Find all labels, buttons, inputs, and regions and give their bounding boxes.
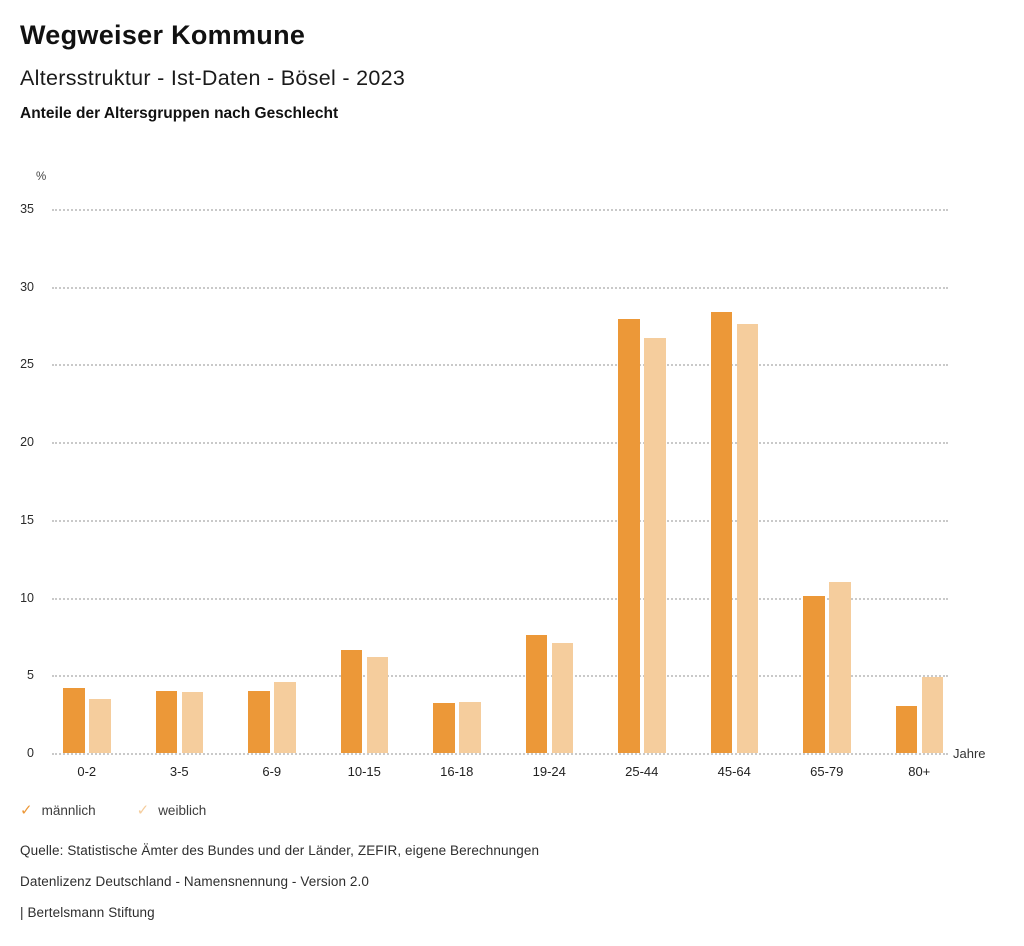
legend-item-weiblich[interactable]: ✓ weiblich xyxy=(137,803,207,818)
chart-section-title: Anteile der Altersgruppen nach Geschlech… xyxy=(20,105,339,122)
y-tick-label-30: 30 xyxy=(20,279,34,294)
y-tick-label-0: 0 xyxy=(27,746,34,760)
x-tick-label-65-79: 65-79 xyxy=(810,764,844,779)
bar-maennlich-6-9[interactable] xyxy=(248,690,270,753)
bar-maennlich-0-2[interactable] xyxy=(63,687,85,753)
x-tick-label-80+: 80+ xyxy=(908,764,931,779)
chart-legend: ✓ männlich ✓ weiblich xyxy=(20,803,206,818)
gridline-30 xyxy=(52,286,948,289)
bar-maennlich-25-44[interactable] xyxy=(618,319,640,753)
bar-weiblich-3-5[interactable] xyxy=(181,692,203,753)
check-icon: ✓ xyxy=(20,802,33,819)
bar-maennlich-10-15[interactable] xyxy=(340,650,362,753)
bar-weiblich-65-79[interactable] xyxy=(829,582,851,753)
bar-maennlich-3-5[interactable] xyxy=(155,690,177,753)
x-axis: 0-2 3-5 6-9 10-15 16-18 19-24 25-44 45-64 65-79 8… xyxy=(52,764,948,784)
legend-item-maennlich[interactable]: ✓ männlich xyxy=(20,803,96,818)
check-icon: ✓ xyxy=(136,802,150,819)
gridline-5 xyxy=(52,675,948,678)
bar-weiblich-19-24[interactable] xyxy=(551,642,573,753)
bar-weiblich-25-44[interactable] xyxy=(644,338,666,753)
bar-weiblich-16-18[interactable] xyxy=(459,701,481,753)
x-tick-label-3-5: 3-5 xyxy=(169,764,189,779)
bar-weiblich-80+[interactable] xyxy=(921,676,943,753)
x-tick-label-0-2: 0-2 xyxy=(77,764,97,779)
x-tick-label-45-64: 45-64 xyxy=(717,764,751,779)
gridline-20 xyxy=(52,442,948,445)
gridline-35 xyxy=(52,209,948,211)
x-axis-unit-label: Jahre xyxy=(953,746,986,761)
bar-weiblich-0-2[interactable] xyxy=(89,698,111,753)
license-text: Datenlizenz Deutschland - Namensnennung … xyxy=(20,874,370,889)
y-tick-label-35: 35 xyxy=(20,202,34,216)
y-tick-label-25: 25 xyxy=(20,357,34,372)
gridline-0 xyxy=(52,753,948,755)
attribution-text: | Bertelsmann Stiftung xyxy=(20,905,155,920)
bar-maennlich-65-79[interactable] xyxy=(803,596,825,753)
plot-area xyxy=(52,209,948,755)
chart-subtitle: Altersstruktur - Ist-Daten - Bösel - 202… xyxy=(20,66,406,90)
bar-weiblich-45-64[interactable] xyxy=(736,324,758,753)
y-tick-label-10: 10 xyxy=(20,590,34,605)
gridline-15 xyxy=(52,519,948,522)
bar-maennlich-16-18[interactable] xyxy=(433,703,455,753)
gridline-10 xyxy=(52,597,948,600)
x-tick-label-10-15: 10-15 xyxy=(347,764,381,779)
bar-maennlich-19-24[interactable] xyxy=(525,634,547,753)
y-tick-label-20: 20 xyxy=(20,435,34,450)
bar-weiblich-10-15[interactable] xyxy=(366,656,388,753)
legend-label: männlich xyxy=(41,803,96,818)
y-tick-label-5: 5 xyxy=(27,668,34,683)
y-axis-unit-label: % xyxy=(36,171,47,183)
y-tick-label-15: 15 xyxy=(20,512,34,527)
y-axis: 35 30 25 20 15 10 5 0 xyxy=(0,202,44,760)
gridline-25 xyxy=(52,364,948,367)
bar-maennlich-45-64[interactable] xyxy=(710,311,732,753)
bar-maennlich-80+[interactable] xyxy=(895,706,917,753)
x-tick-label-16-18: 16-18 xyxy=(440,764,474,779)
x-tick-label-6-9: 6-9 xyxy=(262,764,282,779)
bar-weiblich-6-9[interactable] xyxy=(274,681,296,753)
x-tick-label-25-44: 25-44 xyxy=(625,764,659,779)
page-title: Wegweiser Kommune xyxy=(20,20,306,50)
x-tick-label-19-24: 19-24 xyxy=(532,764,566,779)
legend-label: weiblich xyxy=(158,803,207,818)
source-text: Quelle: Statistische Ämter des Bundes un… xyxy=(20,843,540,858)
